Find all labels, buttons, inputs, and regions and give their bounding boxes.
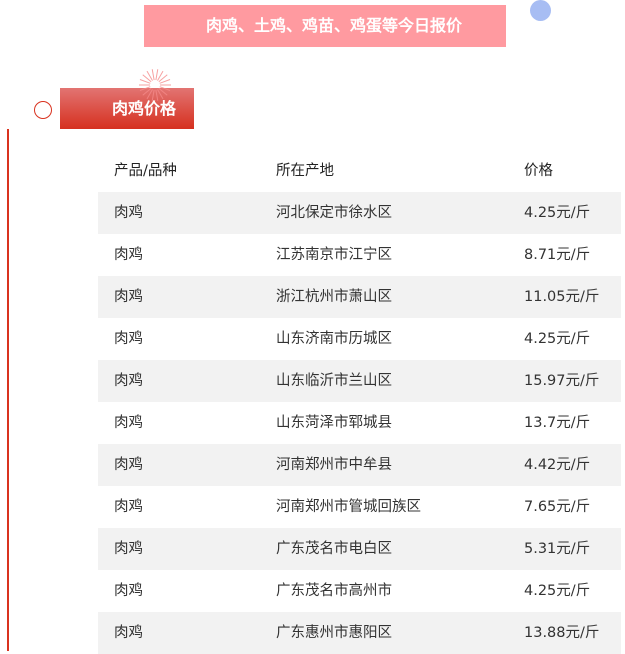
cell-origin: 山东临沂市兰山区 xyxy=(276,373,392,389)
cell-price: 4.25元/斤 xyxy=(524,583,591,599)
table-row: 肉鸡 河南郑州市管城回族区 7.65元/斤 xyxy=(98,486,621,528)
cell-price: 4.25元/斤 xyxy=(524,331,591,347)
table-row: 肉鸡 广东茂名市高州市 4.25元/斤 xyxy=(98,570,621,612)
cell-origin: 江苏南京市江宁区 xyxy=(276,247,392,263)
header-origin: 所在产地 xyxy=(276,163,334,179)
cell-price: 7.65元/斤 xyxy=(524,499,591,515)
table-row: 肉鸡 浙江杭州市萧山区 11.05元/斤 xyxy=(98,276,621,318)
cell-origin: 广东茂名市电白区 xyxy=(276,541,392,557)
cell-origin: 广东惠州市惠阳区 xyxy=(276,625,392,641)
table-row: 肉鸡 广东茂名市电白区 5.31元/斤 xyxy=(98,528,621,570)
cell-product: 肉鸡 xyxy=(114,541,143,557)
section-title: 肉鸡价格 xyxy=(112,99,177,118)
header-price: 价格 xyxy=(524,163,553,179)
timeline-line xyxy=(7,129,9,651)
cell-product: 肉鸡 xyxy=(114,583,143,599)
cell-origin: 河南郑州市中牟县 xyxy=(276,457,392,473)
cell-origin: 河南郑州市管城回族区 xyxy=(276,499,421,515)
cell-product: 肉鸡 xyxy=(114,205,143,221)
cell-origin: 广东茂名市高州市 xyxy=(276,583,392,599)
cell-price: 4.42元/斤 xyxy=(524,457,591,473)
table-row: 肉鸡 山东临沂市兰山区 15.97元/斤 xyxy=(98,360,621,402)
page-banner: 肉鸡、土鸡、鸡苗、鸡蛋等今日报价 xyxy=(144,5,506,47)
table-row: 肉鸡 江苏南京市江宁区 8.71元/斤 xyxy=(98,234,621,276)
cell-origin: 浙江杭州市萧山区 xyxy=(276,289,392,305)
cell-origin: 山东济南市历城区 xyxy=(276,331,392,347)
cell-origin: 河北保定市徐水区 xyxy=(276,205,392,221)
firework-icon xyxy=(139,69,171,101)
cell-price: 11.05元/斤 xyxy=(524,289,600,305)
cell-origin: 山东菏泽市郓城县 xyxy=(276,415,392,431)
table-row: 肉鸡 山东菏泽市郓城县 13.7元/斤 xyxy=(98,402,621,444)
cell-product: 肉鸡 xyxy=(114,373,143,389)
table-header-row: 产品/品种 所在产地 价格 xyxy=(98,150,621,192)
cell-price: 4.25元/斤 xyxy=(524,205,591,221)
timeline-circle-icon xyxy=(34,101,52,119)
cell-price: 8.71元/斤 xyxy=(524,247,591,263)
table-row: 肉鸡 广东惠州市惠阳区 13.88元/斤 xyxy=(98,612,621,654)
cell-product: 肉鸡 xyxy=(114,625,143,641)
cell-product: 肉鸡 xyxy=(114,499,143,515)
cell-price: 13.7元/斤 xyxy=(524,415,591,431)
cell-product: 肉鸡 xyxy=(114,457,143,473)
cell-product: 肉鸡 xyxy=(114,415,143,431)
header-product: 产品/品种 xyxy=(114,163,177,179)
cell-price: 5.31元/斤 xyxy=(524,541,591,557)
banner-title: 肉鸡、土鸡、鸡苗、鸡蛋等今日报价 xyxy=(206,16,463,35)
section-header: 肉鸡价格 xyxy=(60,88,194,129)
cell-price: 13.88元/斤 xyxy=(524,625,600,641)
cell-product: 肉鸡 xyxy=(114,247,143,263)
table-row: 肉鸡 河南郑州市中牟县 4.42元/斤 xyxy=(98,444,621,486)
decorative-dot-icon xyxy=(530,0,551,21)
cell-product: 肉鸡 xyxy=(114,289,143,305)
table-row: 肉鸡 河北保定市徐水区 4.25元/斤 xyxy=(98,192,621,234)
price-table: 产品/品种 所在产地 价格 肉鸡 河北保定市徐水区 4.25元/斤 肉鸡 江苏南京市江宁… xyxy=(98,150,621,654)
cell-price: 15.97元/斤 xyxy=(524,373,600,389)
table-row: 肉鸡 山东济南市历城区 4.25元/斤 xyxy=(98,318,621,360)
cell-product: 肉鸡 xyxy=(114,331,143,347)
